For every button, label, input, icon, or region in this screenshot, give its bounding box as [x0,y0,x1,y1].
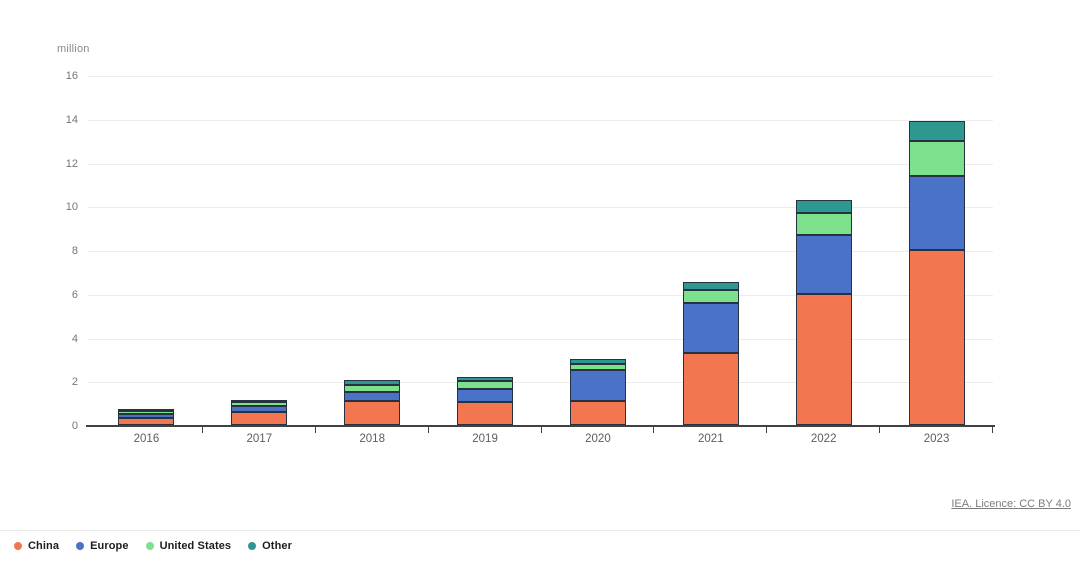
y-axis-tick-label-16: 16 [65,70,78,82]
x-axis-label-2023: 2023 [923,433,950,445]
y-axis-tick-label-12: 12 [65,157,78,170]
bar-segment-united-states-2018[interactable] [344,384,401,393]
y-axis-tick-label-8: 8 [71,245,78,257]
y-axis-tick-label-4: 4 [71,332,78,345]
x-axis-label-2018: 2018 [359,433,385,445]
bar-segment-china-2023[interactable] [908,250,965,425]
gridline-y-10 [88,207,993,209]
gridline-y-16 [88,76,993,77]
legend-label-other: Other [262,540,292,552]
footer-divider [0,530,1080,531]
bar-segment-europe-2016[interactable] [118,414,175,419]
legend-label-china: China [28,540,60,552]
x-axis-label-2021: 2021 [698,433,724,445]
legend-dot-united-states-icon [145,542,154,550]
x-axis-label-2016: 2016 [133,433,160,445]
license-link[interactable]: IEA. Licence: CC BY 4.0 [951,498,1071,510]
bar-segment-europe-2018[interactable] [344,392,401,401]
bar-segment-china-2022[interactable] [795,293,852,425]
x-axis-label-2020: 2020 [585,433,611,445]
bar-segment-other-2017[interactable] [231,399,288,403]
gridline-y-8 [88,251,993,252]
gridline-y-6 [88,294,993,296]
x-axis-label-2017: 2017 [246,433,273,445]
bar-segment-united-states-2016[interactable] [118,410,175,415]
bar-segment-united-states-2019[interactable] [457,381,514,389]
y-axis-tick-label-0: 0 [71,420,78,432]
legend: China Europe United States Other [14,540,292,552]
bar-segment-other-2016[interactable] [118,408,175,411]
bar-segment-other-2023[interactable] [908,120,965,141]
legend-item-other[interactable]: Other [248,540,292,552]
x-axis-tick [427,426,429,433]
bar-segment-united-states-2017[interactable] [231,402,288,407]
gridline-y-2 [88,382,993,384]
y-axis-unit-label: million [57,43,90,55]
y-axis-tick-label-6: 6 [71,288,78,301]
y-axis-tick-label-14: 14 [65,113,78,126]
bar-segment-united-states-2020[interactable] [569,363,626,371]
bar-segment-other-2019[interactable] [457,376,514,382]
legend-item-china[interactable]: China [14,540,59,552]
bar-segment-europe-2019[interactable] [457,388,514,403]
bar-segment-other-2021[interactable] [682,281,739,291]
gridline-y-4 [88,338,993,340]
legend-label-europe: Europe [90,540,129,552]
y-axis: 0 2 4 6 8 10 12 14 16 [36,70,78,432]
legend-dot-china-icon [14,542,22,550]
bar-segment-europe-2021[interactable] [682,302,739,353]
bar-segment-united-states-2022[interactable] [795,212,852,235]
bar-segment-united-states-2021[interactable] [682,290,739,303]
gridline-y-14 [88,119,993,121]
bar-segment-china-2018[interactable] [344,400,401,425]
legend-dot-other-icon [248,542,257,550]
plot-area: 2016 2017 2018 2019 2020 2021 2022 2023 [86,76,995,445]
gridline-y-12 [88,163,993,165]
x-axis-tick [653,426,655,433]
x-axis-tick [766,426,768,433]
x-axis-tick [314,426,316,433]
x-axis-label-2019: 2019 [472,433,498,445]
bar-segment-china-2019[interactable] [457,402,514,425]
legend-dot-europe-icon [76,542,85,550]
bar-segment-other-2020[interactable] [569,359,626,364]
bar-segment-europe-2020[interactable] [569,370,626,401]
x-axis-label-2022: 2022 [810,433,837,445]
bar-segment-europe-2022[interactable] [795,234,852,294]
bar-segment-europe-2023[interactable] [908,175,965,250]
x-axis-tick [201,426,203,433]
bar-segment-china-2016[interactable] [118,418,175,425]
bar-segment-other-2022[interactable] [795,199,852,213]
y-axis-tick-label-10: 10 [65,201,78,214]
x-axis-tick [540,426,542,433]
bar-segment-united-states-2023[interactable] [908,140,965,176]
bar-segment-china-2020[interactable] [569,400,626,425]
legend-label-united-states: United States [159,540,232,552]
bar-segment-other-2018[interactable] [344,380,401,385]
y-axis-tick-label-2: 2 [71,376,78,389]
bar-segment-europe-2017[interactable] [231,406,288,412]
bar-segment-china-2017[interactable] [231,411,288,425]
legend-item-europe[interactable]: Europe [76,540,129,552]
x-axis-tick [992,426,993,433]
legend-item-united-states[interactable]: United States [145,540,232,552]
x-axis-tick [879,426,881,433]
bar-segment-china-2021[interactable] [682,352,739,425]
